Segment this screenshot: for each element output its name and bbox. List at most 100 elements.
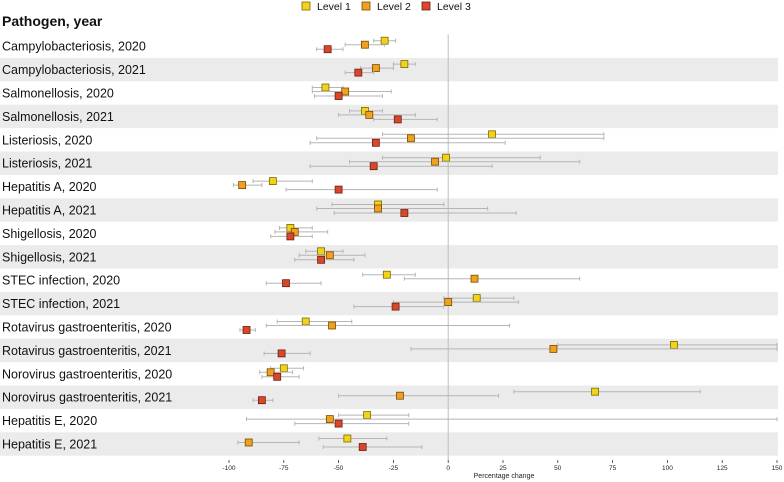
x-tick-label: 100 xyxy=(662,465,673,472)
point-estimate-level-2 xyxy=(325,415,334,424)
x-tick-label: -75 xyxy=(279,465,289,472)
point-estimate-level-1 xyxy=(343,434,352,443)
point-estimate-level-3 xyxy=(354,68,363,77)
point-estimate-level-2 xyxy=(266,368,275,377)
legend-label-level-3: Level 3 xyxy=(437,1,471,13)
x-tick-label: 75 xyxy=(609,465,617,472)
row-label: Listeriosis, 2021 xyxy=(2,157,92,171)
point-estimate-level-1 xyxy=(670,340,678,349)
x-tick-label: -100 xyxy=(222,465,235,472)
point-estimate-level-3 xyxy=(334,92,343,100)
legend-swatch-level-1 xyxy=(301,1,311,11)
row-label: Norovirus gastroenteritis, 2020 xyxy=(2,367,172,381)
row-label: Campylobacteriosis, 2021 xyxy=(2,63,146,77)
forest-row: Shigellosis, 2020 xyxy=(2,223,329,241)
x-axis-title: Percentage change xyxy=(474,473,535,480)
forest-row: Listeriosis, 2021 xyxy=(2,153,581,171)
point-estimate-level-3 xyxy=(400,209,409,217)
row-label: Rotavirus gastroenteritis, 2021 xyxy=(2,344,172,358)
row-band xyxy=(0,151,778,175)
point-estimate-level-3 xyxy=(391,302,400,311)
point-estimate-level-2 xyxy=(361,40,369,49)
forest-row: Listeriosis, 2020 xyxy=(2,130,605,147)
point-estimate-level-3 xyxy=(242,326,251,334)
x-tick-label: 150 xyxy=(772,465,783,472)
row-label: Salmonellosis, 2020 xyxy=(2,87,114,101)
x-tick-label: -25 xyxy=(389,465,399,472)
forest-row: Hepatitis A, 2021 xyxy=(2,200,517,218)
point-estimate-level-2 xyxy=(470,274,479,283)
point-estimate-level-2 xyxy=(444,298,453,307)
point-estimate-level-1 xyxy=(382,270,391,279)
row-label: Hepatitis E, 2020 xyxy=(2,414,97,428)
point-estimate-level-2 xyxy=(549,344,558,353)
point-estimate-level-1 xyxy=(442,153,450,162)
x-tick-label: 25 xyxy=(499,465,507,472)
point-estimate-level-2 xyxy=(328,321,336,330)
point-estimate-level-2 xyxy=(407,134,415,143)
point-estimate-level-3 xyxy=(334,185,343,194)
forest-row: Hepatitis E, 2021 xyxy=(2,434,423,452)
point-estimate-level-3 xyxy=(358,443,367,451)
point-estimate-level-1 xyxy=(279,364,288,373)
forest-row: Salmonellosis, 2020 xyxy=(2,83,392,101)
forest-row: Shigellosis, 2021 xyxy=(2,247,366,264)
row-label: STEC infection, 2020 xyxy=(2,274,120,288)
column-header: Pathogen, year xyxy=(2,13,103,29)
point-estimate-level-3 xyxy=(317,255,325,264)
legend-label-level-1: Level 1 xyxy=(317,1,351,13)
row-group: Campylobacteriosis, 2020 Campylobacterios… xyxy=(2,36,778,452)
point-estimate-level-2 xyxy=(365,111,374,119)
row-label: Shigellosis, 2020 xyxy=(2,227,97,241)
x-tick-label: 0 xyxy=(446,465,450,472)
row-label: STEC infection, 2021 xyxy=(2,297,120,311)
row-label: Listeriosis, 2020 xyxy=(2,133,92,147)
x-axis: -100 -75 -50 -25 0 25 50 75 100 125 150 xyxy=(222,460,783,472)
forest-row: Norovirus gastroenteritis, 2020 xyxy=(2,364,305,381)
point-estimate-level-2 xyxy=(244,438,253,447)
row-band xyxy=(0,104,778,129)
row-label: Salmonellosis, 2021 xyxy=(2,110,114,124)
point-estimate-level-3 xyxy=(323,45,332,54)
row-label: Hepatitis A, 2021 xyxy=(2,204,97,218)
point-estimate-level-3 xyxy=(282,279,290,288)
point-estimate-level-2 xyxy=(431,157,439,166)
point-estimate-level-1 xyxy=(488,130,496,139)
row-label: Norovirus gastroenteritis, 2021 xyxy=(2,391,172,405)
forest-row: STEC infection, 2020 xyxy=(2,270,581,288)
forest-row: Campylobacteriosis, 2020 xyxy=(2,36,397,54)
point-estimate-level-3 xyxy=(277,349,286,358)
point-estimate-level-3 xyxy=(369,162,378,171)
forest-row: STEC infection, 2021 xyxy=(2,294,519,311)
point-estimate-level-3 xyxy=(257,396,266,405)
row-band xyxy=(0,198,778,222)
forest-row: Norovirus gastroenteritis, 2021 xyxy=(2,387,701,405)
row-label: Shigellosis, 2021 xyxy=(2,250,97,264)
point-estimate-level-2 xyxy=(374,204,382,213)
point-estimate-level-2 xyxy=(371,64,380,72)
row-band xyxy=(0,432,778,456)
point-estimate-level-1 xyxy=(321,83,330,92)
point-estimate-level-3 xyxy=(371,138,380,147)
point-estimate-level-1 xyxy=(472,294,481,303)
point-estimate-level-1 xyxy=(591,387,599,396)
row-label: Rotavirus gastroenteritis, 2020 xyxy=(2,321,172,335)
row-label: Hepatitis A, 2020 xyxy=(2,180,97,194)
x-tick-label: 125 xyxy=(717,465,728,472)
legend-swatch-level-2 xyxy=(361,1,371,11)
legend-swatch-level-3 xyxy=(421,1,431,11)
point-estimate-level-2 xyxy=(290,227,299,236)
point-estimate-level-2 xyxy=(396,391,404,400)
point-estimate-level-3 xyxy=(334,419,343,428)
row-band xyxy=(0,57,778,82)
point-estimate-level-3 xyxy=(286,232,295,241)
point-estimate-level-1 xyxy=(268,177,277,186)
forest-row: Rotavirus gastroenteritis, 2020 xyxy=(2,317,511,335)
forest-row: Campylobacteriosis, 2021 xyxy=(2,60,416,77)
point-estimate-level-3 xyxy=(393,115,402,124)
x-tick-label: 50 xyxy=(554,465,562,472)
legend-label-level-2: Level 2 xyxy=(377,1,411,13)
point-estimate-level-2 xyxy=(325,251,334,260)
x-tick-label: -50 xyxy=(334,465,344,472)
